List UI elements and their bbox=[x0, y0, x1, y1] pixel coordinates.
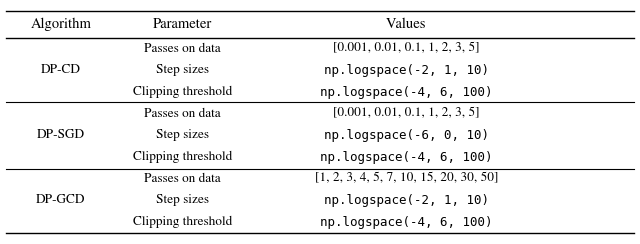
Text: DP-GCD: DP-GCD bbox=[36, 195, 86, 206]
Text: np.logspace(-4, 6, 100): np.logspace(-4, 6, 100) bbox=[320, 216, 493, 229]
Text: Algorithm: Algorithm bbox=[30, 18, 92, 31]
Text: np.logspace(-4, 6, 100): np.logspace(-4, 6, 100) bbox=[320, 86, 493, 99]
Text: [0.001, 0.01, 0.1, 1, 2, 3, 5]: [0.001, 0.01, 0.1, 1, 2, 3, 5] bbox=[333, 43, 479, 55]
Text: np.logspace(-6, 0, 10): np.logspace(-6, 0, 10) bbox=[324, 129, 489, 142]
Text: Passes on data: Passes on data bbox=[144, 108, 221, 120]
Text: [1, 2, 3, 4, 5, 7, 10, 15, 20, 30, 50]: [1, 2, 3, 4, 5, 7, 10, 15, 20, 30, 50] bbox=[315, 173, 498, 185]
Text: Values: Values bbox=[386, 18, 427, 31]
Text: np.logspace(-2, 1, 10): np.logspace(-2, 1, 10) bbox=[324, 194, 489, 207]
Text: np.logspace(-4, 6, 100): np.logspace(-4, 6, 100) bbox=[320, 151, 493, 164]
Text: Clipping threshold: Clipping threshold bbox=[132, 86, 232, 98]
Text: Passes on data: Passes on data bbox=[144, 173, 221, 185]
Text: [0.001, 0.01, 0.1, 1, 2, 3, 5]: [0.001, 0.01, 0.1, 1, 2, 3, 5] bbox=[333, 108, 479, 120]
Text: Step sizes: Step sizes bbox=[156, 194, 209, 206]
Text: Passes on data: Passes on data bbox=[144, 43, 221, 55]
Text: Clipping threshold: Clipping threshold bbox=[132, 151, 232, 163]
Text: Clipping threshold: Clipping threshold bbox=[132, 216, 232, 228]
Text: Step sizes: Step sizes bbox=[156, 129, 209, 142]
Text: Parameter: Parameter bbox=[153, 18, 212, 31]
Text: DP-CD: DP-CD bbox=[41, 64, 81, 76]
Text: np.logspace(-2, 1, 10): np.logspace(-2, 1, 10) bbox=[324, 64, 489, 77]
Text: DP-SGD: DP-SGD bbox=[36, 130, 85, 141]
Text: Step sizes: Step sizes bbox=[156, 64, 209, 76]
